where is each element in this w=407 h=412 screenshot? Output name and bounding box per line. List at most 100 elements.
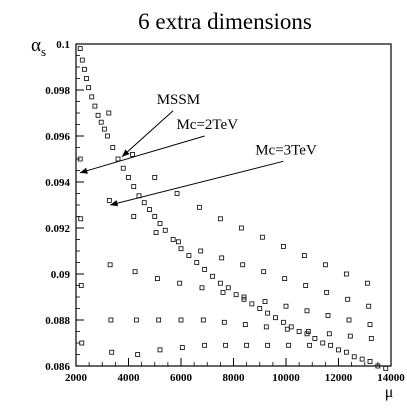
point-s1-31: [220, 289, 226, 295]
x-axis-label: μ: [385, 384, 394, 401]
point-s1-54: [322, 262, 328, 268]
point-s1-22: [178, 317, 184, 323]
y-tick-label-7: 0.1: [56, 39, 70, 51]
point-s0-41: [320, 340, 326, 346]
point-s0-28: [217, 280, 223, 286]
point-s0-40: [312, 335, 318, 341]
point-s1-64: [367, 322, 373, 328]
point-s1-12: [133, 317, 139, 323]
point-s0-1: [79, 57, 85, 63]
point-s1-36: [241, 294, 247, 300]
point-s1-60: [346, 317, 352, 323]
point-s0-10: [105, 133, 110, 139]
point-s0-42: [328, 342, 334, 348]
point-s1-2: [78, 283, 84, 288]
point-s0-48: [375, 363, 381, 369]
point-s1-44: [280, 243, 286, 249]
annotation-arrowhead-0: [121, 149, 130, 157]
point-s1-9: [130, 151, 135, 157]
point-s1-4: [106, 110, 112, 116]
point-s0-9: [101, 126, 107, 132]
point-s0-30: [233, 292, 239, 298]
plot-frame: [75, 43, 392, 367]
annotation-label-0: MSSM: [157, 92, 200, 108]
point-s0-17: [141, 200, 147, 206]
point-s1-30: [219, 255, 225, 261]
point-s0-37: [288, 324, 294, 330]
point-s1-50: [303, 283, 309, 288]
annotation-arrow-2: [110, 160, 284, 206]
point-s1-53: [307, 342, 313, 348]
point-s1-41: [262, 299, 268, 305]
point-s1-49: [301, 253, 307, 259]
point-s0-2: [82, 66, 87, 72]
axis-ticks: 2000 4000 6000 8000 10000 12000 14000 0.086 0.08…: [45, 39, 405, 384]
point-s1-39: [259, 234, 265, 240]
point-s1-28: [202, 342, 208, 348]
x-tick-label-2: 6000: [170, 372, 193, 384]
point-s1-6: [107, 262, 113, 268]
point-s1-25: [198, 248, 204, 254]
point-s0-11: [110, 145, 116, 150]
x-tick-label-5: 12000: [325, 372, 353, 384]
y-axis-label-symbol: α: [31, 35, 41, 56]
point-s0-14: [126, 174, 131, 180]
point-s1-46: [283, 303, 289, 309]
point-s0-4: [86, 85, 91, 91]
point-s1-55: [324, 289, 330, 295]
x-tick-label-1: 4000: [118, 372, 141, 384]
point-s0-23: [178, 246, 184, 252]
point-s1-17: [156, 317, 162, 323]
point-s1-52: [305, 329, 311, 334]
point-s1-56: [325, 312, 331, 318]
point-s1-29: [217, 216, 223, 222]
point-s0-32: [249, 301, 255, 307]
point-s1-5: [106, 197, 112, 203]
point-s0-19: [152, 214, 158, 219]
y-tick-label-5: 0.096: [45, 131, 70, 143]
point-s0-36: [280, 319, 286, 325]
point-s0-27: [210, 273, 215, 279]
point-s1-43: [265, 342, 271, 348]
y-tick-label-1: 0.088: [45, 315, 70, 327]
point-s1-65: [368, 335, 374, 341]
point-s0-5: [89, 94, 95, 100]
point-s1-1: [78, 216, 84, 222]
point-s1-62: [364, 280, 370, 286]
y-axis-label: αs: [31, 35, 46, 59]
point-s1-35: [240, 262, 246, 268]
point-s1-26: [199, 285, 205, 291]
point-s1-42: [263, 324, 269, 330]
point-s0-29: [225, 285, 231, 291]
point-s1-48: [286, 342, 292, 348]
point-s1-0: [77, 156, 83, 162]
point-s1-34: [238, 225, 244, 231]
data-points: [77, 46, 389, 371]
point-s1-18: [157, 347, 163, 353]
y-tick-label-2: 0.09: [51, 269, 71, 281]
point-s1-21: [177, 280, 183, 286]
point-s1-10: [131, 214, 137, 219]
point-s1-59: [345, 296, 351, 302]
annotation-arrowhead-1: [79, 167, 88, 174]
annotation-arrowhead-2: [110, 200, 119, 207]
point-s0-22: [170, 237, 176, 242]
y-tick-label-0: 0.086: [45, 361, 70, 373]
point-s1-13: [135, 352, 141, 357]
point-s0-15: [131, 184, 137, 190]
point-s1-11: [132, 269, 138, 275]
point-s1-19: [174, 191, 180, 196]
point-s0-46: [359, 356, 365, 362]
point-s1-37: [242, 322, 248, 328]
point-s1-63: [366, 303, 372, 309]
x-tick-label-3: 8000: [223, 372, 246, 384]
annotation-label-1: Mc=2TeV: [176, 117, 238, 133]
point-s1-33: [223, 342, 229, 348]
point-s1-16: [154, 276, 160, 282]
point-s0-21: [162, 227, 168, 233]
point-s1-23: [179, 345, 185, 351]
x-tick-label-6: 14000: [377, 372, 405, 384]
point-s1-51: [304, 308, 310, 314]
